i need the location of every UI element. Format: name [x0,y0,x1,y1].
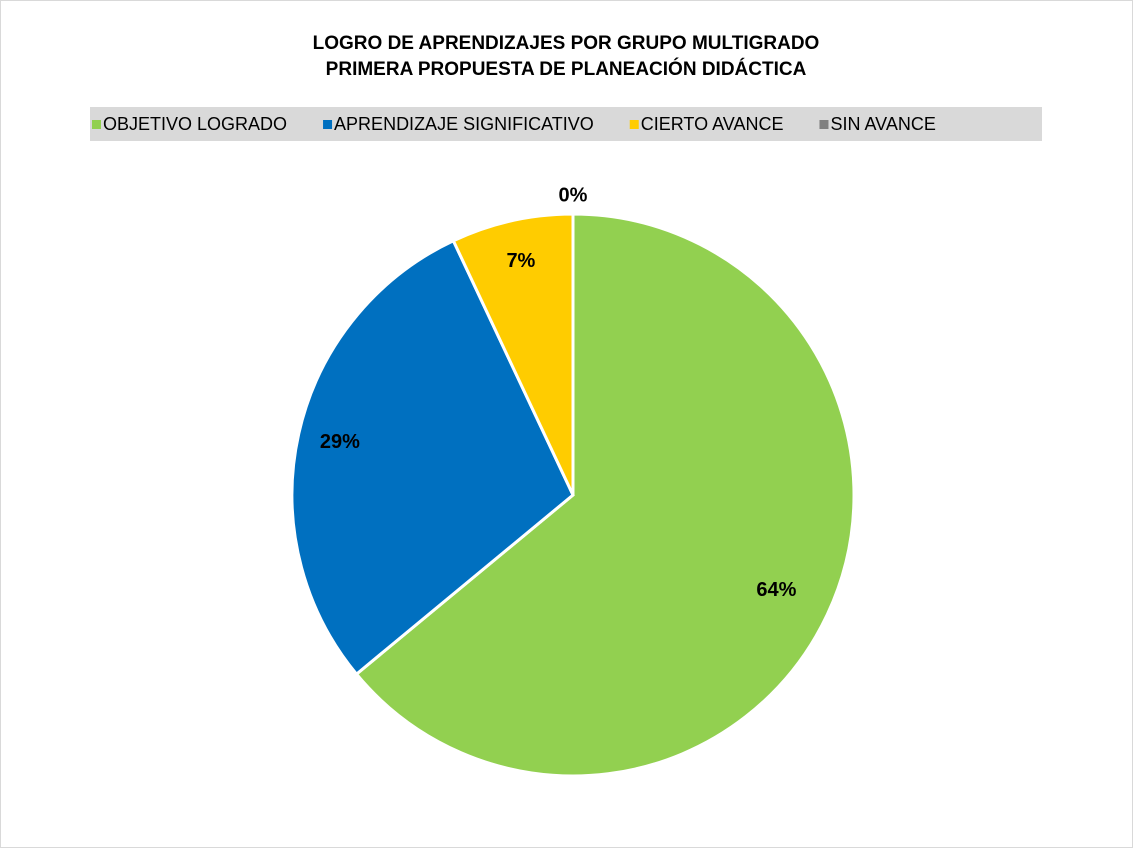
data-label: 29% [320,431,360,453]
data-label: 0% [559,184,588,206]
legend-box [90,107,1042,141]
legend-label: SIN AVANCE [830,114,935,134]
pie-slice [354,212,856,778]
data-label: 7% [506,250,535,272]
chart-subtitle: PRIMERA PROPUESTA DE PLANEACIÓN DIDÁCTIC… [326,58,807,80]
legend-marker [92,120,101,129]
legend-label: CIERTO AVANCE [641,114,784,134]
legend-marker [819,120,829,129]
legend-marker [323,120,333,129]
data-label: 64% [756,579,796,601]
legend-label: APRENDIZAJE SIGNIFICATIVO [334,114,594,134]
pie-slice [451,212,575,496]
legend-label: OBJETIVO LOGRADO [103,114,287,134]
legend-marker [629,120,639,129]
chart-title: LOGRO DE APRENDIZAJES POR GRUPO MULTIGRA… [313,33,820,54]
